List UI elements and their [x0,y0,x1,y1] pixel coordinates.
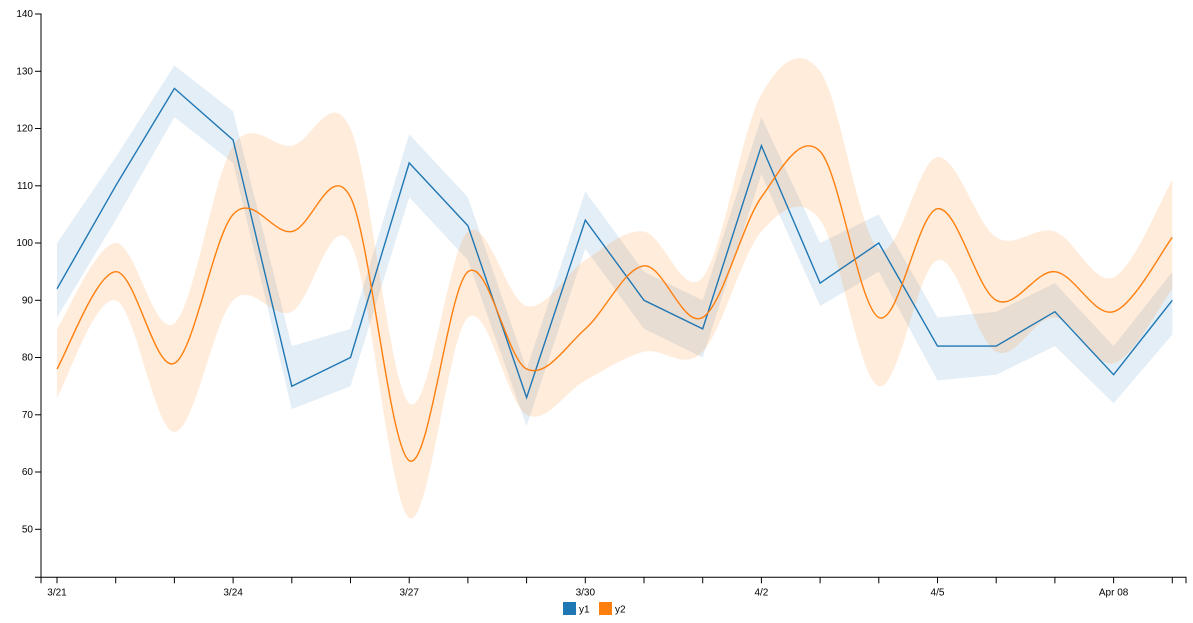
x-tick-label: 3/21 [47,587,67,598]
confidence-bands [57,58,1173,519]
x-tick-label: 3/30 [576,587,596,598]
x-tick-label: Apr 08 [1099,587,1129,598]
legend-swatch-y1 [563,602,576,615]
x-tick-label: 3/24 [223,587,243,598]
x-tick-label: 4/5 [931,587,945,598]
legend-label-y1: y1 [579,605,590,616]
y-axis-line [35,13,42,578]
y1-confidence-band [57,65,1173,427]
y-tick-label: 120 [16,124,33,135]
legend-swatch-y2 [599,602,612,615]
y2-confidence-band [57,58,1173,519]
y-tick-label: 80 [22,353,34,364]
y1-line [56,87,1173,400]
x-axis: 3/21 3/24 3/27 3/30 4/2 4/5 Apr 08 [40,576,1187,598]
y-tick-label: 70 [22,410,34,421]
legend: y1 y2 [563,602,626,616]
y-tick-label: 130 [16,66,33,77]
x-tick-label: 3/27 [399,587,419,598]
y2-line [56,145,1173,462]
y-tick-label: 110 [17,181,33,192]
x-tick-label: 4/2 [754,587,768,598]
y-tick-label: 100 [16,238,33,249]
y-tick-label: 140 [16,9,33,20]
x-axis-line [40,576,1187,584]
series-lines [56,87,1173,462]
y-tick-label: 50 [22,524,34,535]
y-tick-label: 60 [22,467,34,478]
legend-label-y2: y2 [615,605,626,616]
y-axis: 50 60 70 80 90 100 110 120 130 140 [16,9,42,578]
y-tick-label: 90 [22,295,34,306]
